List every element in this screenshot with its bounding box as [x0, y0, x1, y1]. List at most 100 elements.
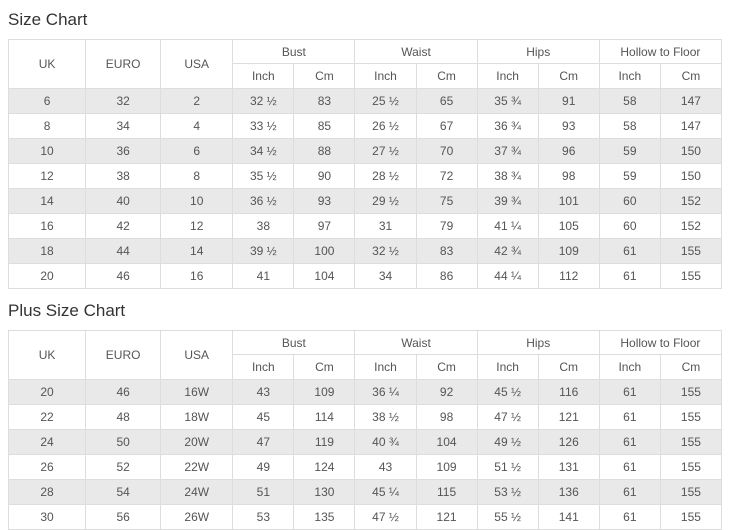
cell: 93	[537, 113, 600, 139]
table-row: 26 52 22W 49 124 43 109 51 ½ 131 61 155	[7, 454, 723, 480]
unit-header-waist-cm: Cm	[415, 63, 478, 89]
cell: 32 ½	[354, 238, 417, 264]
cell: 150	[659, 138, 723, 164]
cell: 92	[415, 379, 478, 405]
table-row: 10 36 6 34 ½ 88 27 ½ 70 37 ¾ 96 59 150	[7, 138, 723, 164]
cell: 88	[293, 138, 356, 164]
size-chart-section: Size Chart UK EURO USA Bust Waist Hips Hollow …	[7, 10, 723, 289]
cell: 45 ¼	[354, 479, 417, 505]
cell: 53	[232, 504, 295, 530]
cell: 32 ½	[232, 88, 295, 114]
cell: 44 ¼	[476, 263, 539, 289]
cell: 31	[354, 213, 417, 239]
cell: 42	[85, 213, 162, 239]
cell: 104	[293, 263, 356, 289]
cell: 20W	[160, 429, 234, 455]
cell: 34 ½	[232, 138, 295, 164]
cell: 22W	[160, 454, 234, 480]
cell: 46	[85, 379, 162, 405]
group-header-waist: Waist	[354, 39, 478, 64]
cell: 36 ¼	[354, 379, 417, 405]
cell: 109	[293, 379, 356, 405]
cell: 28	[7, 479, 87, 505]
cell: 83	[293, 88, 356, 114]
size-chart-table: UK EURO USA Bust Waist Hips Hollow to Floor Inc…	[7, 39, 723, 289]
cell: 34	[85, 113, 162, 139]
cell: 97	[293, 213, 356, 239]
cell: 36	[85, 138, 162, 164]
table-row: 16 42 12 38 97 31 79 41 ¼ 105 60 152	[7, 213, 723, 239]
cell: 51	[232, 479, 295, 505]
group-header-hollow-to-floor: Hollow to Floor	[598, 330, 723, 355]
cell: 60	[598, 188, 661, 214]
cell: 72	[415, 163, 478, 189]
cell: 141	[537, 504, 600, 530]
cell: 18	[7, 238, 87, 264]
group-header-hips: Hips	[476, 330, 600, 355]
unit-header-bust-inch: Inch	[232, 63, 295, 89]
cell: 14	[160, 238, 234, 264]
table-row: 12 38 8 35 ½ 90 28 ½ 72 38 ¾ 98 59 150	[7, 163, 723, 189]
group-header-waist: Waist	[354, 330, 478, 355]
cell: 6	[7, 88, 87, 114]
cell: 41	[232, 263, 295, 289]
cell: 96	[537, 138, 600, 164]
unit-header-bust-cm: Cm	[293, 63, 356, 89]
cell: 114	[293, 404, 356, 430]
cell: 8	[160, 163, 234, 189]
col-header-uk: UK	[7, 330, 87, 380]
cell: 54	[85, 479, 162, 505]
cell: 60	[598, 213, 661, 239]
cell: 147	[659, 88, 723, 114]
cell: 30	[7, 504, 87, 530]
cell: 61	[598, 238, 661, 264]
cell: 90	[293, 163, 356, 189]
cell: 65	[415, 88, 478, 114]
cell: 44	[85, 238, 162, 264]
cell: 61	[598, 404, 661, 430]
cell: 126	[537, 429, 600, 455]
cell: 61	[598, 263, 661, 289]
cell: 58	[598, 88, 661, 114]
cell: 16	[7, 213, 87, 239]
header-row-units: Inch Cm Inch Cm Inch Cm Inch Cm	[9, 354, 723, 380]
unit-header-hollow-to-floor-cm: Cm	[659, 63, 723, 89]
cell: 49 ½	[476, 429, 539, 455]
cell: 26W	[160, 504, 234, 530]
cell: 59	[598, 138, 661, 164]
cell: 105	[537, 213, 600, 239]
col-header-euro: EURO	[85, 39, 162, 89]
header-row-units: Inch Cm Inch Cm Inch Cm Inch Cm	[9, 63, 723, 89]
cell: 79	[415, 213, 478, 239]
table-row: 18 44 14 39 ½ 100 32 ½ 83 42 ¾ 109 61 155	[7, 238, 723, 264]
group-header-hollow-to-floor: Hollow to Floor	[598, 39, 723, 64]
cell: 130	[293, 479, 356, 505]
cell: 67	[415, 113, 478, 139]
table-row: 30 56 26W 53 135 47 ½ 121 55 ½ 141 61 155	[7, 504, 723, 530]
cell: 155	[659, 263, 723, 289]
cell: 2	[160, 88, 234, 114]
group-header-bust: Bust	[232, 39, 356, 64]
cell: 58	[598, 113, 661, 139]
cell: 36 ½	[232, 188, 295, 214]
cell: 115	[415, 479, 478, 505]
unit-header-hips-cm: Cm	[537, 63, 600, 89]
cell: 136	[537, 479, 600, 505]
cell: 155	[659, 429, 723, 455]
cell: 34	[354, 263, 417, 289]
cell: 43	[354, 454, 417, 480]
cell: 29 ½	[354, 188, 417, 214]
table-row: 20 46 16W 43 109 36 ¼ 92 45 ½ 116 61 155	[7, 379, 723, 405]
cell: 40	[85, 188, 162, 214]
cell: 135	[293, 504, 356, 530]
cell: 116	[537, 379, 600, 405]
unit-header-hollow-to-floor-cm: Cm	[659, 354, 723, 380]
header-row-groups: UK EURO USA Bust Waist Hips Hollow to Floor	[7, 330, 723, 380]
unit-header-bust-inch: Inch	[232, 354, 295, 380]
cell: 38	[85, 163, 162, 189]
cell: 36 ¾	[476, 113, 539, 139]
cell: 24	[7, 429, 87, 455]
cell: 121	[537, 404, 600, 430]
cell: 119	[293, 429, 356, 455]
cell: 26	[7, 454, 87, 480]
